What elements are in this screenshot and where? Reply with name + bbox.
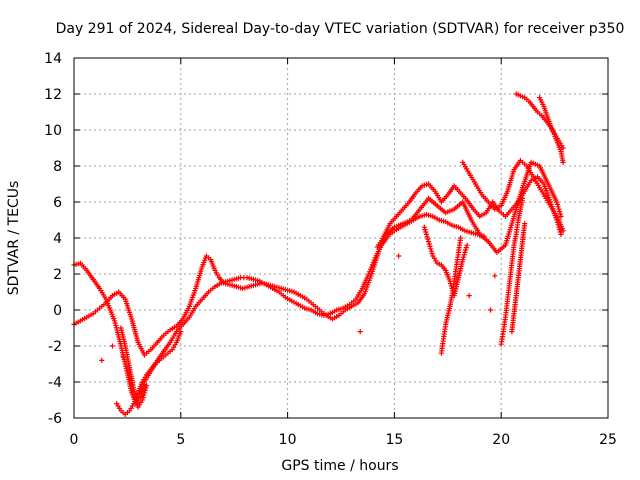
y-axis-label: SDTVAR / TECUs (6, 181, 22, 296)
data-point (139, 386, 145, 392)
data-point (139, 389, 145, 395)
x-axis-label: GPS time / hours (281, 458, 398, 474)
data-point (560, 159, 566, 165)
data-point (141, 390, 148, 396)
series-track-i (498, 195, 526, 347)
x-tick-label: 10 (279, 432, 297, 448)
data-point (422, 227, 428, 233)
data-point (425, 239, 432, 245)
y-tick-label: -2 (48, 339, 62, 355)
series-track-j (509, 221, 528, 335)
data-point (554, 199, 560, 205)
data-point (492, 273, 498, 279)
series-track-l (114, 329, 184, 417)
y-tick-label: 0 (53, 303, 62, 319)
data-point (464, 242, 470, 248)
data-point (460, 257, 466, 263)
series-track-f (537, 95, 566, 165)
series-track-d (460, 158, 566, 234)
data-point (560, 228, 566, 234)
data-point (138, 391, 144, 397)
series-track-g (421, 224, 470, 299)
data-point (423, 231, 430, 237)
data-point (424, 234, 430, 240)
data-point (425, 236, 431, 242)
data-point (428, 248, 435, 254)
data-point (427, 243, 433, 249)
data-point (558, 213, 564, 219)
data-point (357, 329, 363, 335)
chart-title: Day 291 of 2024, Sidereal Day-to-day VTE… (56, 21, 625, 37)
data-point (421, 224, 427, 230)
data-point (555, 204, 561, 210)
series-track-k (118, 325, 150, 410)
data-point (178, 329, 184, 335)
x-tick-label: 15 (385, 432, 403, 448)
data-point (426, 241, 432, 247)
x-tick-label: 25 (599, 432, 617, 448)
data-point (522, 221, 528, 227)
y-tick-label: 4 (53, 231, 62, 247)
x-tick-label: 5 (176, 432, 185, 448)
y-tick-label: -6 (48, 411, 62, 427)
data-point (139, 397, 145, 403)
data-point (458, 235, 464, 241)
x-tick-label: 0 (70, 432, 79, 448)
data-point (557, 211, 563, 217)
y-tick-label: 12 (44, 87, 62, 103)
data-point (466, 293, 472, 299)
data-point (109, 343, 116, 349)
y-tick-label: 14 (44, 51, 62, 67)
data-point (140, 395, 146, 401)
data-point (461, 252, 467, 258)
data-point (463, 245, 469, 251)
data-point (554, 201, 561, 207)
series-track-c (374, 159, 564, 255)
y-tick-label: 10 (44, 123, 62, 139)
data-point (423, 229, 429, 235)
data-point (396, 253, 402, 259)
data-point (463, 247, 469, 253)
y-tick-label: -4 (48, 375, 62, 391)
data-point (556, 206, 562, 212)
data-point (137, 393, 143, 399)
data-point (487, 307, 494, 313)
data-point (120, 354, 126, 360)
data-point (556, 227, 563, 233)
series-isolated (99, 253, 498, 363)
data-point (556, 224, 562, 230)
data-point (428, 246, 434, 252)
data-point (557, 229, 563, 235)
data-point (462, 249, 468, 255)
data-point (556, 209, 563, 215)
data-point (519, 195, 526, 201)
data-point (558, 231, 564, 237)
x-tick-label: 20 (492, 432, 510, 448)
y-tick-label: 8 (53, 159, 62, 175)
y-tick-label: 2 (53, 267, 62, 283)
series-track-b (71, 174, 564, 358)
data-point (429, 251, 435, 257)
data-point (560, 145, 566, 151)
data-point (142, 387, 148, 393)
data-series (71, 91, 566, 417)
y-tick-label: 6 (53, 195, 62, 211)
data-point (143, 385, 149, 391)
series-track-h (438, 235, 464, 356)
data-point (460, 254, 467, 260)
data-point (141, 392, 147, 398)
axes: 0 5 10 15 20 25 -6 -4 -2 0 2 4 6 8 10 12 14 (44, 51, 617, 448)
data-point (144, 383, 150, 389)
data-point (99, 357, 105, 363)
